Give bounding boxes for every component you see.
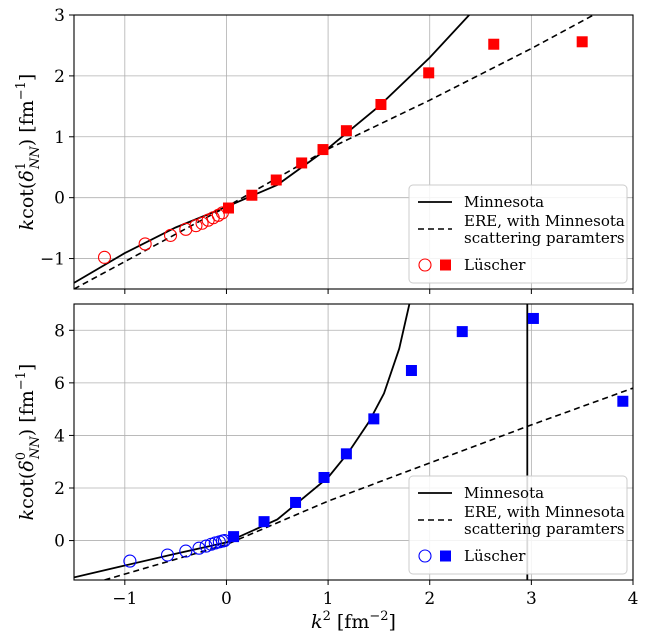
top-legend-minnesota-label: Minnesota	[464, 193, 544, 211]
top-luscher-square-point-2	[270, 174, 282, 186]
bottom-luscher-square-point-7	[456, 326, 468, 338]
bottom-luscher-square-point-4	[340, 448, 352, 460]
bottom-x-axis-label: k2 [fm−2]	[311, 609, 396, 631]
top-luscher-square-point-9	[576, 36, 588, 48]
bottom-panel: 0 2 4 6 8 −1 0 1 2 3 4 kcot(δ0NN) [fm−1] k2 [fm−2] Mi…	[14, 303, 639, 631]
top-luscher-open-point-8	[211, 208, 225, 222]
top-legend-luscher-label: Lüscher	[464, 256, 526, 274]
top-luscher-square-point-6	[375, 99, 387, 111]
bottom-xtick-label: 4	[628, 589, 639, 609]
bottom-legend-box	[408, 475, 628, 575]
top-ytick-label: 3	[54, 6, 65, 26]
top-legend-box	[408, 184, 628, 284]
bottom-markers	[123, 312, 629, 568]
bottom-luscher-open-point-0	[123, 554, 137, 568]
top-legend-square-swatch	[440, 259, 451, 271]
bottom-luscher-open-point-2	[179, 544, 193, 558]
bottom-ytick-label: 0	[54, 532, 65, 552]
top-luscher-open-point-5	[195, 216, 209, 230]
bottom-legend-luscher-label: Lüscher	[464, 547, 526, 565]
bottom-legend-open-circle-swatch	[418, 549, 432, 563]
bottom-luscher-square-point-1	[258, 516, 270, 528]
bottom-luscher-square-point-6	[405, 365, 417, 377]
top-luscher-open-point-2	[164, 228, 178, 242]
top-frame	[73, 14, 634, 290]
bottom-legend-ere-label: ERE, with Minnesota	[464, 503, 625, 521]
top-legend-open-circle-swatch	[418, 258, 432, 272]
top-ytick-label: 2	[54, 67, 65, 87]
top-luscher-open-point-4	[189, 219, 203, 233]
bottom-ytick-label: 4	[54, 426, 65, 446]
bottom-minnesota-curve	[74, 304, 411, 579]
top-markers	[97, 36, 588, 264]
top-luscher-square-point-4	[317, 144, 329, 156]
bottom-xtick-label: 1	[323, 589, 334, 609]
bottom-luscher-open-point-3	[192, 541, 206, 555]
bottom-xtick-label: 2	[424, 589, 435, 609]
bottom-luscher-square-point-0	[228, 531, 240, 543]
top-luscher-square-point-1	[246, 189, 258, 201]
top-legend-ere-label: ERE, with Minnesota	[464, 212, 625, 230]
top-ere-curve	[74, 15, 596, 289]
bottom-luscher-open-point-1	[160, 548, 175, 562]
bottom-ere-curve	[104, 387, 633, 580]
top-luscher-square-point-7	[423, 67, 435, 79]
top-ytick-label: −1	[40, 250, 65, 270]
top-luscher-square-point-0	[222, 202, 234, 214]
bottom-legend-square-swatch	[440, 550, 451, 562]
bottom-legend-ere-label-line2: scattering paramters	[464, 520, 625, 538]
top-ytick-label: 1	[54, 128, 65, 148]
top-y-axis-label: kcot(δ1NN) [fm−1]	[14, 74, 43, 231]
top-luscher-square-point-5	[340, 125, 352, 137]
bottom-legend-minnesota-label: Minnesota	[464, 484, 544, 502]
bottom-xtick-label: 3	[526, 589, 537, 609]
top-luscher-square-point-8	[488, 38, 500, 50]
top-luscher-square-point-3	[296, 157, 308, 169]
top-legend-ere-label-line2: scattering paramters	[464, 229, 625, 247]
bottom-luscher-square-point-3	[318, 471, 330, 483]
top-luscher-open-point-1	[138, 237, 152, 251]
bottom-xtick-label: 0	[221, 589, 232, 609]
bottom-xtick-label: −1	[112, 589, 137, 609]
bottom-y-axis-label: kcot(δ0NN) [fm−1]	[14, 364, 43, 521]
bottom-luscher-open-point-4	[199, 539, 213, 553]
bottom-ytick-label: 6	[54, 374, 65, 394]
top-luscher-open-point-0	[97, 250, 112, 264]
bottom-luscher-square-point-8	[527, 312, 539, 324]
bottom-luscher-square-point-5	[368, 413, 380, 425]
bottom-ytick-label: 8	[54, 321, 65, 341]
bottom-luscher-square-point-2	[290, 496, 302, 508]
bottom-frame	[73, 303, 634, 581]
top-ytick-label: 0	[54, 189, 65, 209]
bottom-ytick-label: 2	[54, 479, 65, 499]
bottom-luscher-square-point-9	[617, 395, 629, 407]
